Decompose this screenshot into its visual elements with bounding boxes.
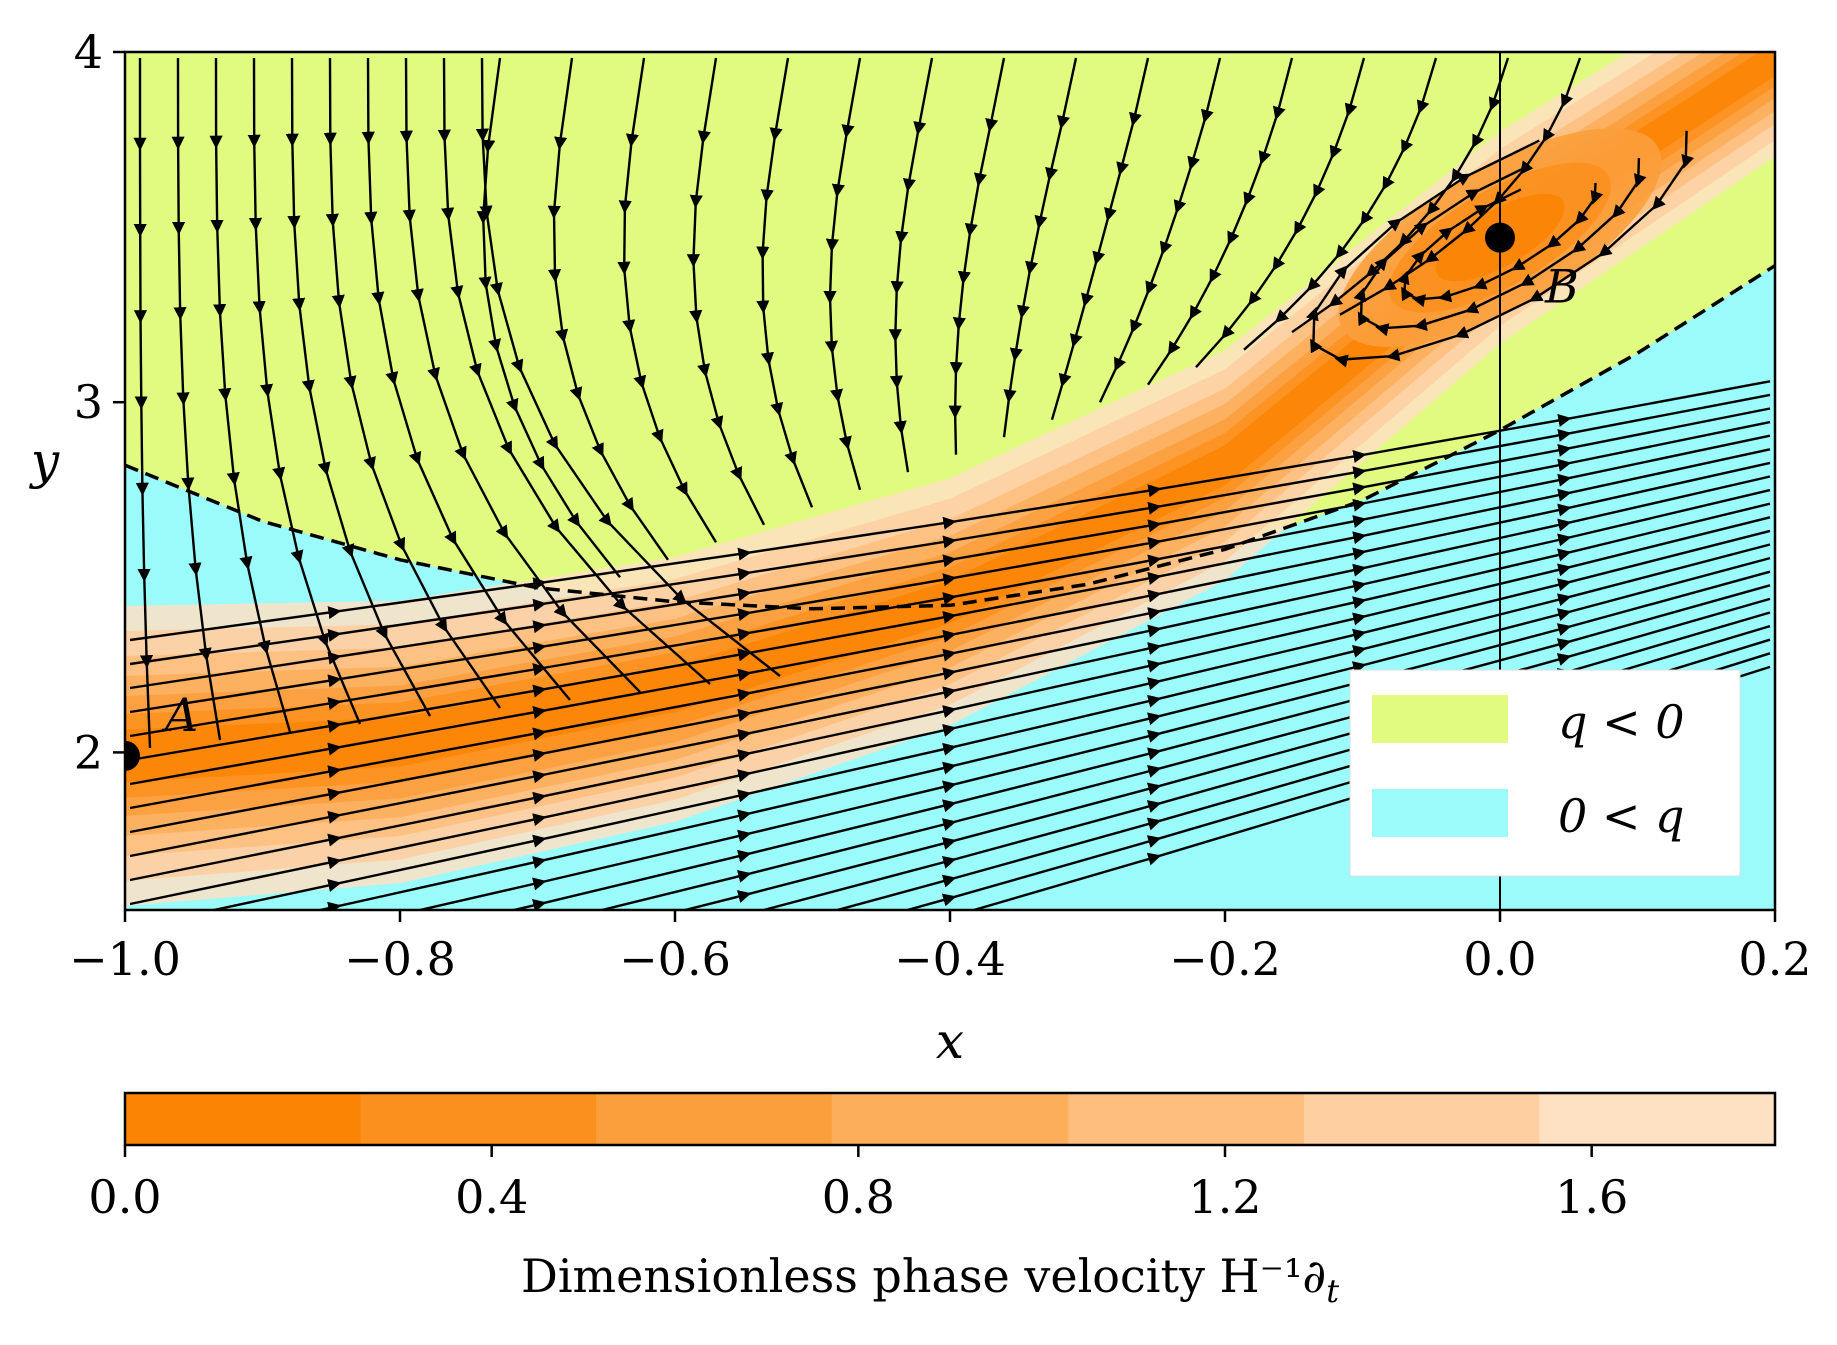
point-B <box>1485 222 1515 253</box>
legend-swatch-q-negative <box>1372 695 1508 743</box>
colorbar: 0.0 0.4 0.8 1.2 1.6 Dimensionless phase velo… <box>88 1091 1777 1310</box>
x-tick-label: −0.2 <box>1169 932 1281 986</box>
plot-area <box>125 52 1775 910</box>
colorbar-segment <box>596 1093 833 1145</box>
x-axis: −1.0 −0.8 −0.6 −0.4 −0.2 0.0 0.2 <box>69 910 1812 986</box>
colorbar-segments <box>125 1093 1776 1145</box>
streamlines <box>129 57 1771 910</box>
x-tick-label: 0.2 <box>1738 932 1811 986</box>
colorbar-tick-label: 0.4 <box>455 1170 528 1224</box>
x-tick-label: −1.0 <box>69 932 181 986</box>
y-axis: 2 3 4 <box>74 25 125 779</box>
colorbar-segment <box>125 1093 362 1145</box>
streamline-16 <box>888 57 934 473</box>
colorbar-tick-label: 0.8 <box>822 1170 895 1224</box>
colorbar-ticks: 0.0 0.4 0.8 1.2 1.6 <box>88 1145 1628 1224</box>
y-tick-label: 4 <box>74 25 103 79</box>
colorbar-label: Dimensionless phase velocity H⁻¹∂t <box>521 1249 1339 1310</box>
x-tick-label: −0.4 <box>894 932 1006 986</box>
colorbar-segment <box>1539 1093 1776 1145</box>
point-A-label: A <box>161 688 198 742</box>
streamline-50 <box>1305 130 1695 368</box>
point-B-label: B <box>1544 260 1579 314</box>
legend-label-q-negative: q < 0 <box>1558 695 1685 749</box>
y-axis-label: y <box>29 432 60 490</box>
x-axis-label: x <box>936 1012 964 1070</box>
x-tick-label: −0.6 <box>619 932 731 986</box>
legend-label-q-positive: 0 < q <box>1558 789 1685 843</box>
boundary-curve-q0 <box>125 264 1775 611</box>
y-tick-label: 3 <box>74 375 103 429</box>
colorbar-tick-label: 1.2 <box>1188 1170 1261 1224</box>
colorbar-segment <box>1068 1093 1305 1145</box>
legend-swatch-q-positive <box>1372 789 1508 837</box>
colorbar-segment <box>360 1093 597 1145</box>
streamline-0 <box>133 58 154 749</box>
colorbar-tick-label: 0.0 <box>88 1170 161 1224</box>
point-A <box>125 740 140 771</box>
colorbar-tick-label: 1.6 <box>1555 1170 1628 1224</box>
streamline-18 <box>1002 57 1078 438</box>
colorbar-frame <box>123 1091 1777 1147</box>
y-tick-label: 2 <box>74 725 103 779</box>
legend: q < 0 0 < q <box>1349 669 1741 877</box>
x-tick-label: −0.8 <box>344 932 456 986</box>
streamline-17 <box>948 57 1006 455</box>
x-tick-label: 0.0 <box>1463 932 1536 986</box>
streamline-1 <box>171 57 222 741</box>
colorbar-segment <box>1303 1093 1540 1145</box>
colorbar-segment <box>831 1093 1069 1145</box>
